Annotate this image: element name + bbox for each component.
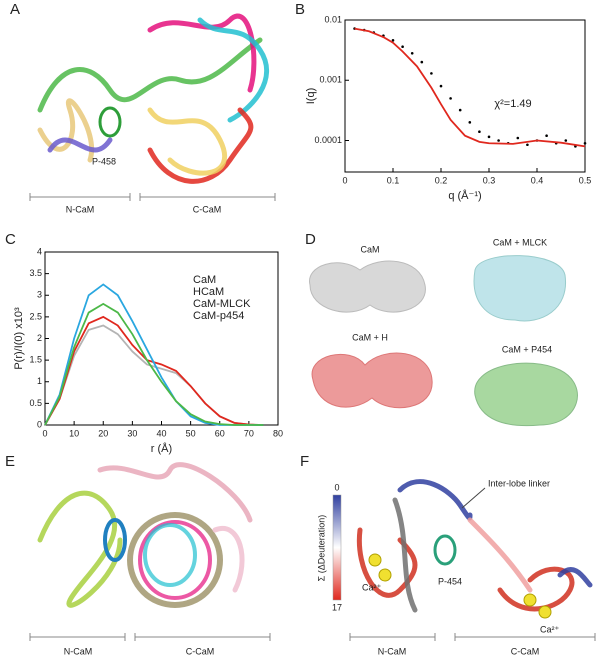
- legend-entry: CaM-p454: [193, 310, 244, 322]
- lobe-label: C-CaM: [511, 646, 540, 656]
- x-tick-label: 70: [244, 428, 254, 438]
- series-line: [354, 27, 586, 148]
- data-point: [439, 84, 443, 88]
- y-tick-label: 0.5: [29, 398, 42, 408]
- data-point: [526, 143, 529, 147]
- lobe-bracket: [29, 633, 271, 641]
- data-point: [478, 130, 481, 133]
- y-tick-label: 0.0001: [314, 135, 342, 145]
- x-axis-label: r (Å): [151, 442, 172, 455]
- color-scale: [332, 494, 342, 601]
- calcium-label: Ca²⁺: [540, 624, 560, 634]
- lobe-label: N-CaM: [66, 204, 95, 214]
- data-point: [391, 39, 395, 42]
- y-tick-label: 1.5: [29, 355, 42, 365]
- data-point: [487, 135, 491, 139]
- peptide-label: P-454: [438, 576, 462, 586]
- y-tick-label: 3.5: [29, 268, 42, 278]
- y-tick-label: 3: [37, 290, 42, 300]
- lobe-label: N-CaM: [64, 646, 93, 656]
- structure-f: [356, 479, 593, 619]
- x-tick-label: 20: [98, 428, 108, 438]
- data-point: [401, 45, 404, 49]
- lobe-label: N-CaM: [378, 646, 407, 656]
- lobe-label: C-CaM: [193, 204, 222, 214]
- x-tick-label: 0.4: [531, 175, 544, 185]
- legend-entry: CaM: [193, 274, 216, 286]
- legend-entry: HCaM: [193, 286, 224, 298]
- x-tick-label: 40: [156, 428, 166, 438]
- y-axis-label: I(q): [305, 88, 317, 105]
- y-tick-label: 0.001: [319, 75, 342, 85]
- y-tick-label: 2: [37, 333, 42, 343]
- data-point: [583, 141, 587, 145]
- model-label: CaM + H: [352, 332, 388, 342]
- lobe-bracket: [349, 633, 596, 641]
- linker-label: Inter-lobe linker: [488, 478, 550, 488]
- scale-min: 0: [334, 482, 339, 492]
- y-tick-label: 2.5: [29, 311, 42, 321]
- envelopes: [309, 255, 578, 427]
- data-point: [564, 139, 568, 142]
- model-label: CaM + P454: [502, 344, 552, 354]
- panel-label: C: [5, 231, 16, 248]
- x-tick-label: 30: [127, 428, 137, 438]
- data-point: [410, 52, 414, 55]
- data-point: [516, 136, 520, 140]
- x-tick-label: 0.2: [435, 175, 448, 185]
- y-tick-label: 0: [37, 419, 42, 429]
- x-tick-label: 10: [69, 428, 79, 438]
- y-tick-label: 0.01: [324, 14, 342, 24]
- data-point: [449, 97, 452, 100]
- y-tick-label: 1: [37, 376, 42, 386]
- x-tick-label: 0: [42, 428, 47, 438]
- lobe-bracket: [29, 193, 276, 201]
- x-tick-label: 0.3: [483, 175, 496, 185]
- x-tick-label: 80: [273, 428, 283, 438]
- x-tick-label: 0.5: [579, 175, 592, 185]
- series-line: [44, 302, 264, 426]
- x-tick-label: 0: [342, 175, 347, 185]
- data-point: [430, 72, 433, 75]
- structure-e: [37, 462, 253, 608]
- scale-max: 17: [332, 602, 342, 612]
- data-point: [497, 139, 500, 142]
- y-tick-label: 4: [37, 246, 42, 256]
- model-label: CaM: [360, 244, 379, 254]
- data-point: [420, 60, 424, 64]
- x-tick-label: 0.1: [387, 175, 400, 185]
- lobe-label: C-CaM: [186, 646, 215, 656]
- panel-label: F: [300, 453, 309, 470]
- calcium-label: Ca²⁺: [362, 582, 382, 592]
- x-tick-label: 60: [215, 428, 225, 438]
- model-label: CaM + MLCK: [493, 237, 547, 247]
- legend-entry: CaM-MLCK: [193, 298, 251, 310]
- data-point: [545, 134, 548, 138]
- data-point: [458, 108, 462, 112]
- data-point: [468, 121, 472, 124]
- panel-label: B: [295, 1, 305, 18]
- panel-label: A: [10, 1, 20, 18]
- plot-frame: [344, 19, 586, 173]
- peptide-label: P-458: [92, 156, 116, 166]
- y-axis-label: P(r)/I(0) x10³: [13, 307, 25, 370]
- x-tick-label: 50: [186, 428, 196, 438]
- structure-a: [37, 13, 269, 184]
- scale-title: Σ (ΔDeuteration): [316, 515, 326, 582]
- panel-label: D: [305, 231, 316, 248]
- x-axis-label: q (Å⁻¹): [448, 189, 481, 202]
- annotation: χ²=1.49: [494, 98, 531, 110]
- panel-label: E: [5, 453, 15, 470]
